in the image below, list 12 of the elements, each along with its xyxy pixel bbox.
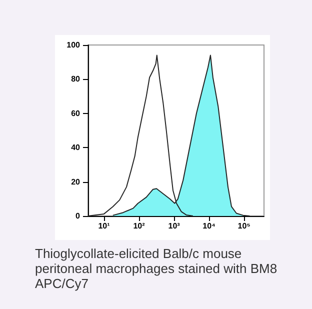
y-tick-label: 60 [71, 108, 81, 118]
x-tick-label: 10¹ [98, 222, 110, 230]
y-tick-label: 0 [76, 212, 81, 220]
y-tick-label: 100 [66, 40, 81, 50]
x-tick-label: 10² [133, 222, 146, 230]
x-tick-label: 10³ [168, 222, 180, 230]
x-tick-label: 10⁴ [202, 222, 216, 230]
y-tick-label: 80 [71, 74, 81, 84]
x-tick-label: 10⁵ [238, 222, 251, 230]
text: Thioglycollate-elicited Balb/c mouse peritoneal macrophages stained with BM8 APC/Cy7 [35, 246, 278, 291]
y-tick-label: 20 [71, 177, 81, 186]
y-tick-label: 40 [71, 143, 81, 152]
